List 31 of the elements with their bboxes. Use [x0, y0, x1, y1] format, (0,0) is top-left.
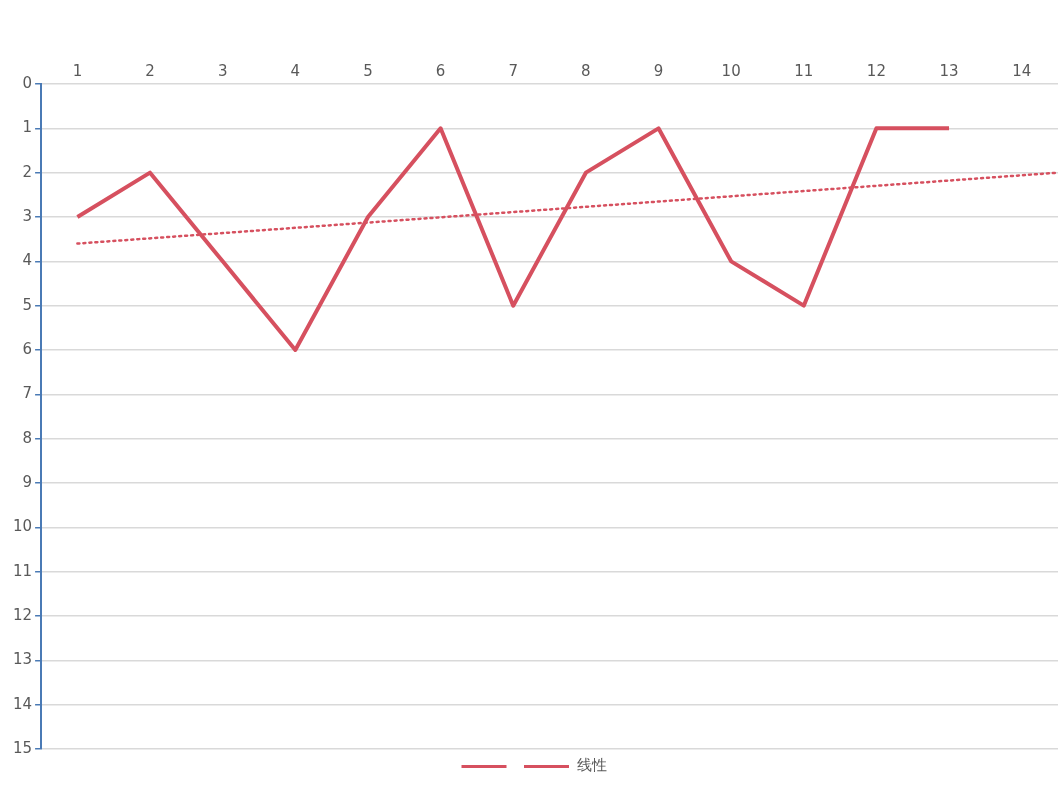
x-tick-label: 11 — [794, 61, 814, 80]
y-tick-label: 14 — [12, 694, 33, 713]
x-tick-label: 9 — [653, 61, 664, 80]
y-tick-label: 6 — [22, 339, 33, 358]
y-tick-label: 7 — [22, 384, 33, 403]
y-tick-label: 3 — [22, 206, 33, 225]
y-tick-label: 5 — [22, 295, 33, 314]
y-tick-label: 10 — [12, 517, 33, 536]
y-tick-label: 2 — [22, 162, 33, 181]
x-tick-label: 14 — [1012, 61, 1032, 80]
y-tick-label: 13 — [12, 650, 33, 669]
x-tick-label: 6 — [435, 61, 446, 80]
x-tick-label: 8 — [581, 61, 591, 80]
x-tick-label: 10 — [721, 61, 741, 80]
y-tick-label: 1 — [22, 118, 33, 137]
x-tick-label: 12 — [866, 61, 886, 80]
y-tick-label: 15 — [12, 738, 33, 757]
legend-label: 线性 — [576, 756, 607, 775]
y-tick-label: 11 — [12, 561, 33, 580]
y-tick-label: 12 — [12, 605, 33, 624]
x-tick-label: 1 — [72, 61, 83, 80]
x-tick-label: 3 — [217, 61, 228, 80]
x-tick-label: 7 — [508, 61, 518, 80]
y-tick-label: 8 — [22, 428, 33, 447]
x-tick-label: 2 — [145, 61, 155, 80]
y-tick-label: 9 — [22, 472, 33, 491]
x-tick-label: 5 — [363, 61, 373, 80]
y-tick-label: 0 — [22, 73, 33, 92]
x-tick-label: 4 — [290, 61, 301, 80]
x-tick-label: 13 — [939, 61, 959, 80]
y-tick-label: 4 — [22, 251, 33, 270]
